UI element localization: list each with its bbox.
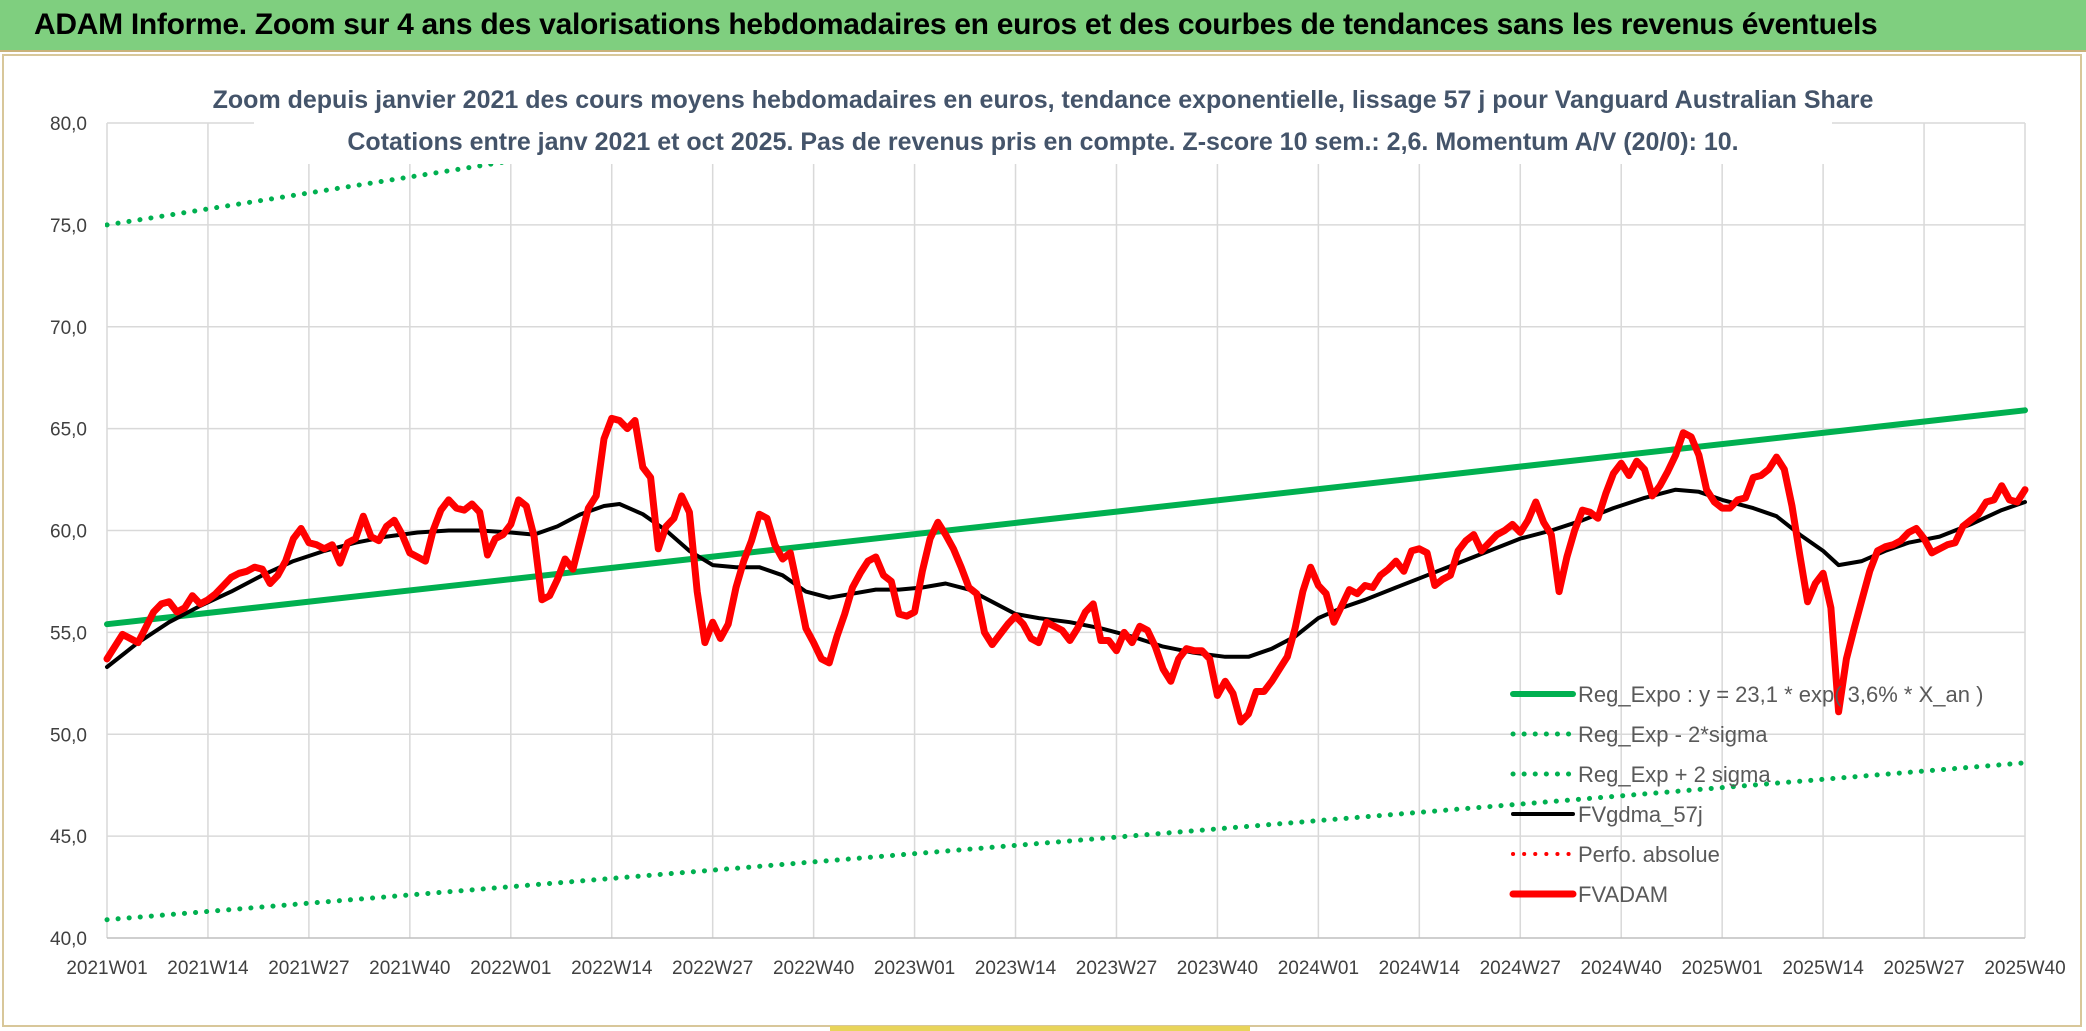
x-tick-label: 2023W27 (1076, 958, 1157, 979)
y-tick-label: 40,0 (50, 929, 87, 950)
y-tick-label: 65,0 (50, 420, 87, 441)
chart-subtitle: Cotations entre janv 2021 et oct 2025. P… (347, 128, 1738, 156)
x-tick-label: 2023W40 (1177, 958, 1258, 979)
y-tick-label: 60,0 (50, 522, 87, 543)
y-tick-label: 70,0 (50, 318, 87, 339)
y-tick-label: 75,0 (50, 216, 87, 237)
x-tick-label: 2025W01 (1681, 958, 1762, 979)
chart-title: Zoom depuis janvier 2021 des cours moyen… (213, 86, 1874, 114)
series-line-1 (104, 760, 2028, 923)
y-axis: 40,0 45,0 50,0 55,0 60,0 65,0 70,0 75,0 80,0 (50, 114, 87, 950)
x-tick-label: 2024W14 (1379, 958, 1461, 979)
x-axis: 2021W01 2021W14 2021W27 2021W40 2022W01 2022W… (66, 958, 2065, 979)
x-tick-label: 2022W14 (571, 958, 653, 979)
x-tick-label: 2023W01 (874, 958, 955, 979)
x-tick-label: 2021W01 (66, 958, 147, 979)
legend-label: Perfo. absolue (1578, 842, 1720, 867)
chart-legend: Reg_Expo : y = 23,1 * exp( 3,6% * X_an )… (1509, 682, 1983, 907)
x-tick-label: 2024W40 (1581, 958, 1662, 979)
legend-label: FVgdma_57j (1578, 802, 1703, 827)
y-tick-label: 45,0 (50, 827, 87, 848)
y-tick-label: 80,0 (50, 114, 87, 135)
x-tick-label: 2024W27 (1480, 958, 1561, 979)
series-line-5 (103, 414, 2029, 726)
legend-label: Reg_Exp - 2*sigma (1578, 722, 1768, 747)
series-line-0 (104, 407, 2028, 628)
x-tick-label: 2025W40 (1984, 958, 2065, 979)
report-banner: ADAM Informe. Zoom sur 4 ans des valoris… (0, 0, 2086, 52)
chart-series (103, 115, 2029, 923)
x-tick-label: 2024W01 (1278, 958, 1359, 979)
x-tick-label: 2022W01 (470, 958, 551, 979)
y-tick-label: 55,0 (50, 623, 87, 644)
chart-titles: Zoom depuis janvier 2021 des cours moyen… (213, 80, 1874, 164)
report-title: ADAM Informe. Zoom sur 4 ans des valoris… (34, 8, 1878, 41)
x-tick-label: 2021W40 (369, 958, 450, 979)
x-tick-label: 2021W27 (268, 958, 349, 979)
y-tick-label: 50,0 (50, 725, 87, 746)
x-tick-label: 2022W27 (672, 958, 753, 979)
chart-grid (106, 122, 2026, 939)
legend-label: Reg_Exp + 2 sigma (1578, 762, 1771, 787)
title-backdrop (254, 80, 1832, 164)
x-tick-label: 2025W14 (1782, 958, 1864, 979)
x-tick-label: 2022W40 (773, 958, 854, 979)
x-tick-label: 2021W14 (167, 958, 249, 979)
legend-label: FVADAM (1578, 882, 1668, 907)
x-tick-label: 2025W27 (1883, 958, 1964, 979)
legend-label: Reg_Expo : y = 23,1 * exp( 3,6% * X_an ) (1578, 682, 1983, 707)
frame-tab-accent (830, 1026, 1250, 1031)
x-tick-label: 2023W14 (975, 958, 1057, 979)
